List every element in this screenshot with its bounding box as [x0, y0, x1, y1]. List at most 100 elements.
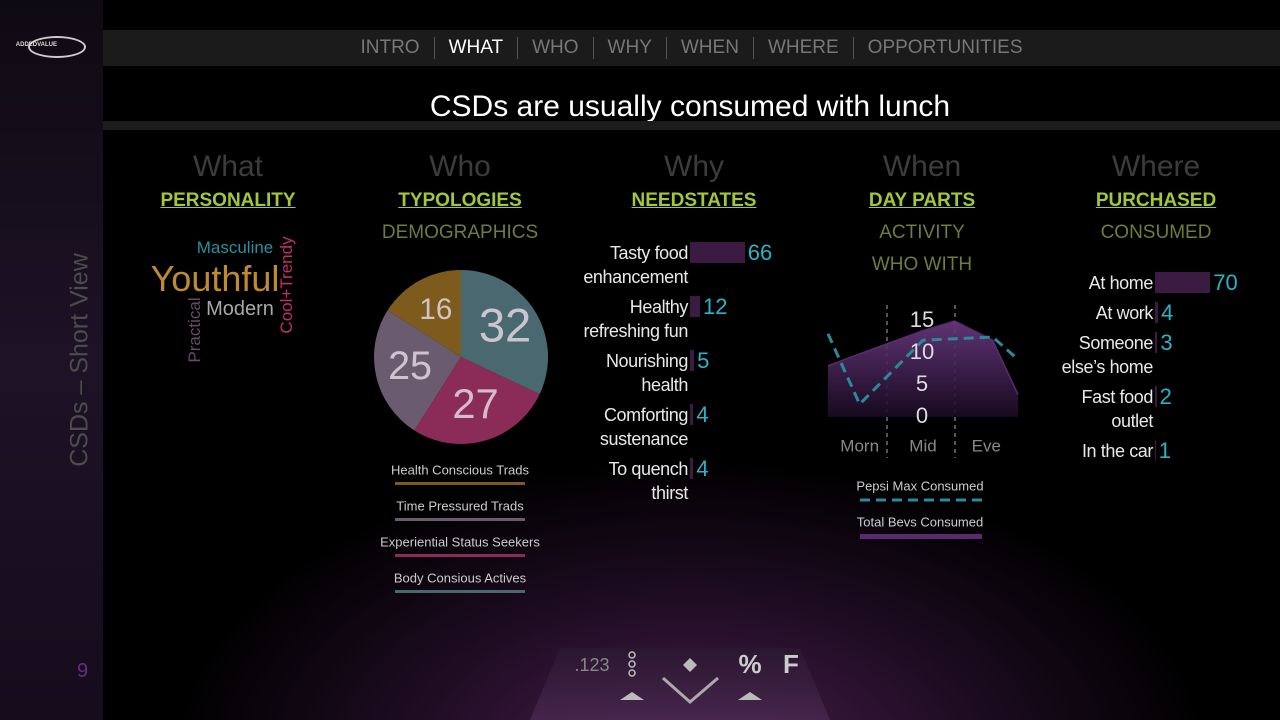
- bar-label: To quench thirst: [608, 459, 689, 503]
- area-fill: [828, 321, 1018, 417]
- column-heading: Why: [664, 150, 724, 183]
- bar-row: To quench thirst 4: [570, 457, 772, 505]
- bar: [690, 350, 695, 371]
- x-tick-label: Morn: [840, 436, 879, 455]
- column-subheading: DAY PARTS: [868, 190, 976, 211]
- bar-label: Nourishing health: [605, 351, 688, 395]
- bar: [1155, 302, 1159, 323]
- bar: [690, 242, 745, 263]
- logo: ADDEDVALUE: [16, 42, 98, 48]
- bar-row: Tasty food enhancement 66: [570, 241, 772, 289]
- bar-row: Nourishing health 5: [570, 349, 772, 397]
- legend-label: Pepsi Max Consumed: [856, 478, 983, 493]
- logo-oval: [28, 36, 86, 58]
- word: Modern: [206, 298, 274, 320]
- column-heading: When: [882, 150, 962, 183]
- legend-label: Body Consious Actives: [394, 570, 527, 585]
- bar-label: Healthy refreshing fun: [583, 297, 689, 341]
- title-band: [103, 121, 1280, 130]
- column-subheading: ACTIVITY: [879, 222, 965, 243]
- nav-item[interactable]: OPPORTUNITIES: [852, 37, 1037, 59]
- y-tick-label: 15: [910, 307, 934, 332]
- bar: [1155, 440, 1156, 461]
- legend-swatch: [395, 554, 525, 557]
- x-tick-label: Eve: [972, 436, 1001, 455]
- column-heading: Where: [1111, 150, 1201, 183]
- bar: [1155, 386, 1157, 407]
- toolbar-item[interactable]: %: [738, 649, 761, 679]
- bar-row: At home 70: [1050, 271, 1238, 295]
- nav-item[interactable]: INTRO: [360, 37, 420, 58]
- bar-label: In the car: [1081, 441, 1153, 461]
- page-number: 9: [77, 660, 89, 682]
- y-tick-label: 10: [910, 339, 934, 364]
- word: Youthful: [150, 258, 280, 299]
- column-subheading: PURCHASED: [1095, 190, 1217, 211]
- legend-swatch: [860, 534, 982, 539]
- value-label: 4: [1161, 300, 1174, 325]
- legend-swatch: [395, 482, 525, 485]
- bar-label: Tasty food enhancement: [583, 243, 688, 287]
- value-label: 70: [1213, 270, 1238, 295]
- word: Cool+Trendy: [277, 236, 296, 334]
- nav-item[interactable]: WHERE: [752, 37, 853, 59]
- slice-label: 16: [419, 293, 452, 326]
- value-label: 1: [1158, 438, 1172, 463]
- toolbar-item[interactable]: F: [783, 649, 799, 679]
- slice-label: 27: [452, 380, 498, 427]
- pie-slice: [387, 270, 461, 357]
- y-tick-label: 5: [916, 371, 928, 396]
- column-subheading: WHO WITH: [871, 254, 973, 275]
- word: Practical: [185, 297, 204, 363]
- nav-item[interactable]: WHAT: [433, 37, 518, 59]
- bar-row: In the car 1: [1050, 439, 1238, 463]
- nav-item[interactable]: WHEN: [665, 37, 753, 59]
- column-subheading: TYPOLOGIES: [398, 190, 522, 211]
- slice-label: 25: [388, 344, 432, 388]
- bar-row: Someone else’s home 3: [1050, 331, 1238, 379]
- toolbar: [530, 648, 830, 720]
- toolbar-item[interactable]: .123: [574, 655, 609, 675]
- pie-slice: [461, 270, 549, 395]
- slide-title: CSDs are usually consumed with lunch: [429, 90, 951, 123]
- bar-label: Comforting sustenance: [599, 405, 688, 449]
- legend-label: Experiential Status Seekers: [380, 534, 540, 549]
- word: Masculine: [196, 238, 274, 257]
- legend-swatch: [395, 590, 525, 593]
- y-tick-label: 0: [916, 403, 928, 428]
- bar-row: Healthy refreshing fun 12: [570, 295, 772, 343]
- bar-label: Someone else’s home: [1061, 333, 1154, 377]
- line: [826, 333, 1019, 407]
- x-tick-label: Mid: [909, 436, 936, 455]
- bar: [1155, 332, 1158, 353]
- pie-slice: [374, 310, 461, 431]
- bar-label: Fast food outlet: [1081, 387, 1154, 431]
- toolbar-icons: [620, 651, 762, 704]
- nav-item[interactable]: WHO: [517, 37, 592, 59]
- value-label: 4: [696, 456, 709, 481]
- column-heading: Who: [429, 150, 491, 183]
- nav-item[interactable]: WHY: [592, 37, 666, 59]
- column-subheading: DEMOGRAPHICS: [381, 222, 539, 243]
- legend-label: Time Pressured Trads: [396, 498, 524, 513]
- slice-label: 32: [479, 299, 532, 352]
- value-label: 12: [702, 294, 728, 319]
- legend-label: Total Bevs Consumed: [857, 514, 983, 529]
- legend-swatch: [395, 518, 525, 521]
- bar-chart: Tasty food enhancement 66 Healthy refreshi…: [570, 241, 772, 511]
- bar-chart: At home 70 At work 4 Someone else’s home 3 Fas…: [1050, 271, 1238, 469]
- column-subheading: CONSUMED: [1100, 222, 1212, 243]
- column-heading: What: [192, 150, 264, 183]
- column-subheading: NEEDSTATES: [631, 190, 757, 211]
- bar-row: Comforting sustenance 4: [570, 403, 772, 451]
- sidebar: ADDEDVALUE CSDs – Short View 9: [0, 0, 103, 720]
- bar: [690, 458, 694, 479]
- bar: [1155, 272, 1211, 293]
- bar: [690, 296, 700, 317]
- value-label: 5: [697, 348, 710, 373]
- area-line: [827, 320, 1019, 395]
- bar-row: Fast food outlet 2: [1050, 385, 1238, 433]
- bar-label: At work: [1095, 303, 1154, 323]
